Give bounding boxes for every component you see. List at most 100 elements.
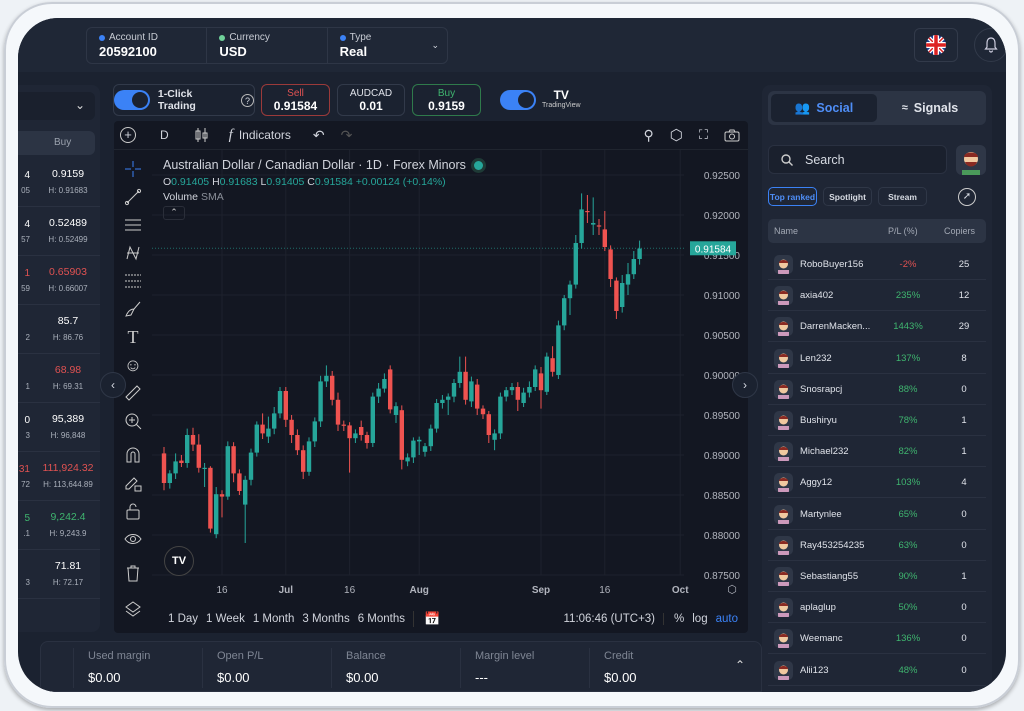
avatar — [774, 535, 793, 555]
lock-icon[interactable] — [122, 500, 144, 522]
candles-icon[interactable] — [195, 127, 209, 143]
trader-row[interactable]: RoboBuyer156 -2% 25 — [768, 249, 986, 280]
text-icon[interactable]: T — [127, 326, 139, 347]
sell-low: .1 — [23, 529, 30, 538]
price-chart[interactable]: 0.92500 0.92000 0.91500 0.91000 0.90500 0.900… — [152, 150, 748, 605]
tradingview-logo: TV TradingView — [542, 88, 581, 109]
screenshot-icon[interactable] — [724, 129, 740, 142]
layers-icon[interactable] — [122, 598, 144, 620]
chart-legend: Australian Dollar / Canadian Dollar · 1D… — [163, 158, 483, 172]
collapse-right-panel-button[interactable]: › — [732, 372, 758, 398]
ruler-icon[interactable] — [122, 382, 144, 404]
instrument-row[interactable]: 5 .1 9,242.4 H: 9,243.9 — [18, 501, 100, 550]
lock-drawing-icon[interactable] — [122, 472, 144, 494]
trader-row[interactable]: Len232 137% 8 — [768, 343, 986, 374]
compass-icon[interactable]: ➚ — [958, 188, 976, 206]
language-button[interactable] — [914, 28, 958, 62]
account-selector[interactable]: Account ID 20592100 Currency USD Type Real … — [86, 27, 448, 64]
range-1w[interactable]: 1 Week — [206, 613, 245, 625]
trader-row[interactable]: Alii123 48% 0 — [768, 655, 986, 686]
auto-toggle[interactable]: auto — [715, 613, 738, 625]
range-3m[interactable]: 3 Months — [302, 613, 350, 625]
trader-row[interactable]: Bushiryu 78% 1 — [768, 405, 986, 436]
add-symbol-icon[interactable]: + — [120, 127, 136, 143]
bell-icon — [984, 37, 998, 53]
redo-icon[interactable]: ↷ — [340, 126, 353, 143]
trader-pl: 1443% — [893, 321, 923, 333]
trader-row[interactable]: Sebastiang55 90% 1 — [768, 561, 986, 592]
instrument-category-dropdown[interactable]: ⌄ — [18, 92, 95, 120]
log-toggle[interactable]: log — [692, 613, 708, 625]
trader-row[interactable]: Michael232 82% 1 — [768, 436, 986, 468]
horizontal-lines-icon[interactable] — [122, 214, 144, 236]
trash-icon[interactable] — [122, 562, 144, 584]
go-to-date-icon[interactable]: 📅 — [413, 611, 440, 627]
tradingview-toggle[interactable] — [500, 90, 536, 110]
range-1d[interactable]: 1 Day — [168, 613, 199, 625]
candle-body — [173, 461, 178, 474]
instrument-row[interactable]: 0 3 95,389 H: 96,848 — [18, 403, 100, 452]
quick-search-icon[interactable]: ⚲ — [643, 126, 654, 143]
trader-pl: 88% — [898, 383, 918, 395]
trader-row[interactable]: aplaglup 50% 0 — [768, 592, 986, 624]
x-tick-label: 16 — [344, 585, 356, 596]
search-input[interactable]: Search — [768, 145, 947, 174]
filter-top-ranked[interactable]: Top ranked — [768, 187, 817, 206]
fullscreen-icon[interactable]: ⛶ — [698, 127, 708, 142]
expand-stats-icon[interactable]: ⌃ — [734, 658, 745, 672]
market-open-icon — [473, 160, 483, 170]
indicators-button[interactable]: Indicators — [238, 128, 291, 142]
trader-row[interactable]: Ray453254235 63% 0 — [768, 530, 986, 561]
filter-stream[interactable]: Stream — [878, 187, 927, 206]
collapse-left-panel-button[interactable]: ‹ — [100, 372, 126, 398]
candle-body — [393, 406, 399, 415]
one-click-toggle[interactable] — [114, 90, 150, 110]
emoji-icon[interactable]: ☺ — [123, 354, 143, 375]
user-avatar[interactable] — [956, 145, 986, 175]
magnet-icon[interactable] — [122, 444, 144, 466]
instrument-row[interactable]: 4 05 0.9159 H: 0.91683 — [18, 158, 100, 207]
instrument-row[interactable]: 1 59 0.65903 H: 0.66007 — [18, 256, 100, 305]
trader-row[interactable]: DarrenMacken... 1443% 29 — [768, 311, 986, 343]
trader-row[interactable]: axia402 235% 12 — [768, 280, 986, 312]
sell-button[interactable]: Sell 0.91584 — [261, 84, 330, 116]
instrument-row[interactable]: 1 68.98 H: 69.31 — [18, 354, 100, 403]
trader-row[interactable]: Snosrapcj 88% 0 — [768, 374, 986, 405]
instrument-row[interactable]: 31 72 111,924.32 H: 113,644.89 — [18, 452, 100, 501]
undo-icon[interactable]: ↶ — [312, 126, 325, 143]
tab-signals[interactable]: ≈ Signals — [901, 101, 959, 115]
instrument-row[interactable]: 3 71.81 H: 72.17 — [18, 550, 100, 599]
settings-icon[interactable]: ⬡ — [669, 127, 683, 144]
candle-body — [341, 424, 346, 426]
range-6m[interactable]: 6 Months — [357, 613, 406, 625]
instrument-row[interactable]: 2 85.7 H: 86.76 — [18, 305, 100, 354]
zoom-in-icon[interactable] — [122, 410, 144, 432]
trader-row[interactable]: Aggy12 103% 4 — [768, 467, 986, 499]
range-1m[interactable]: 1 Month — [252, 613, 295, 625]
column-pl: P/L (%) — [888, 226, 918, 236]
collapse-legend-button[interactable]: ⌃ — [163, 206, 185, 220]
list-header: Buy — [18, 131, 95, 155]
fib-icon[interactable] — [122, 270, 144, 292]
help-icon[interactable]: ? — [241, 93, 254, 107]
notifications-button[interactable] — [974, 28, 1006, 62]
buy-button[interactable]: Buy 0.9159 — [412, 84, 481, 116]
pattern-icon[interactable] — [122, 242, 144, 264]
filter-spotlight[interactable]: Spotlight — [823, 187, 872, 206]
status-dot — [99, 34, 105, 41]
trader-row[interactable]: Weemanc 136% 0 — [768, 623, 986, 655]
percent-toggle[interactable]: % — [663, 613, 684, 625]
trend-line-icon[interactable] — [122, 186, 144, 208]
tradingview-logo[interactable]: TV — [164, 546, 194, 576]
interval-button[interactable]: D — [160, 128, 169, 142]
trader-row[interactable]: Martynlee 65% 0 — [768, 499, 986, 530]
crosshair-icon[interactable] — [122, 158, 144, 180]
candle-body — [550, 358, 555, 372]
instrument-row[interactable]: 4 57 0.52489 H: 0.52499 — [18, 207, 100, 256]
brush-icon[interactable] — [122, 298, 144, 320]
type-label: Type — [349, 32, 372, 43]
lot-size-field[interactable]: AUDCAD 0.01 — [337, 84, 405, 116]
trader-copiers: 1 — [961, 446, 967, 458]
eye-icon[interactable] — [122, 528, 144, 550]
tab-social[interactable]: 👥 Social — [771, 94, 877, 122]
